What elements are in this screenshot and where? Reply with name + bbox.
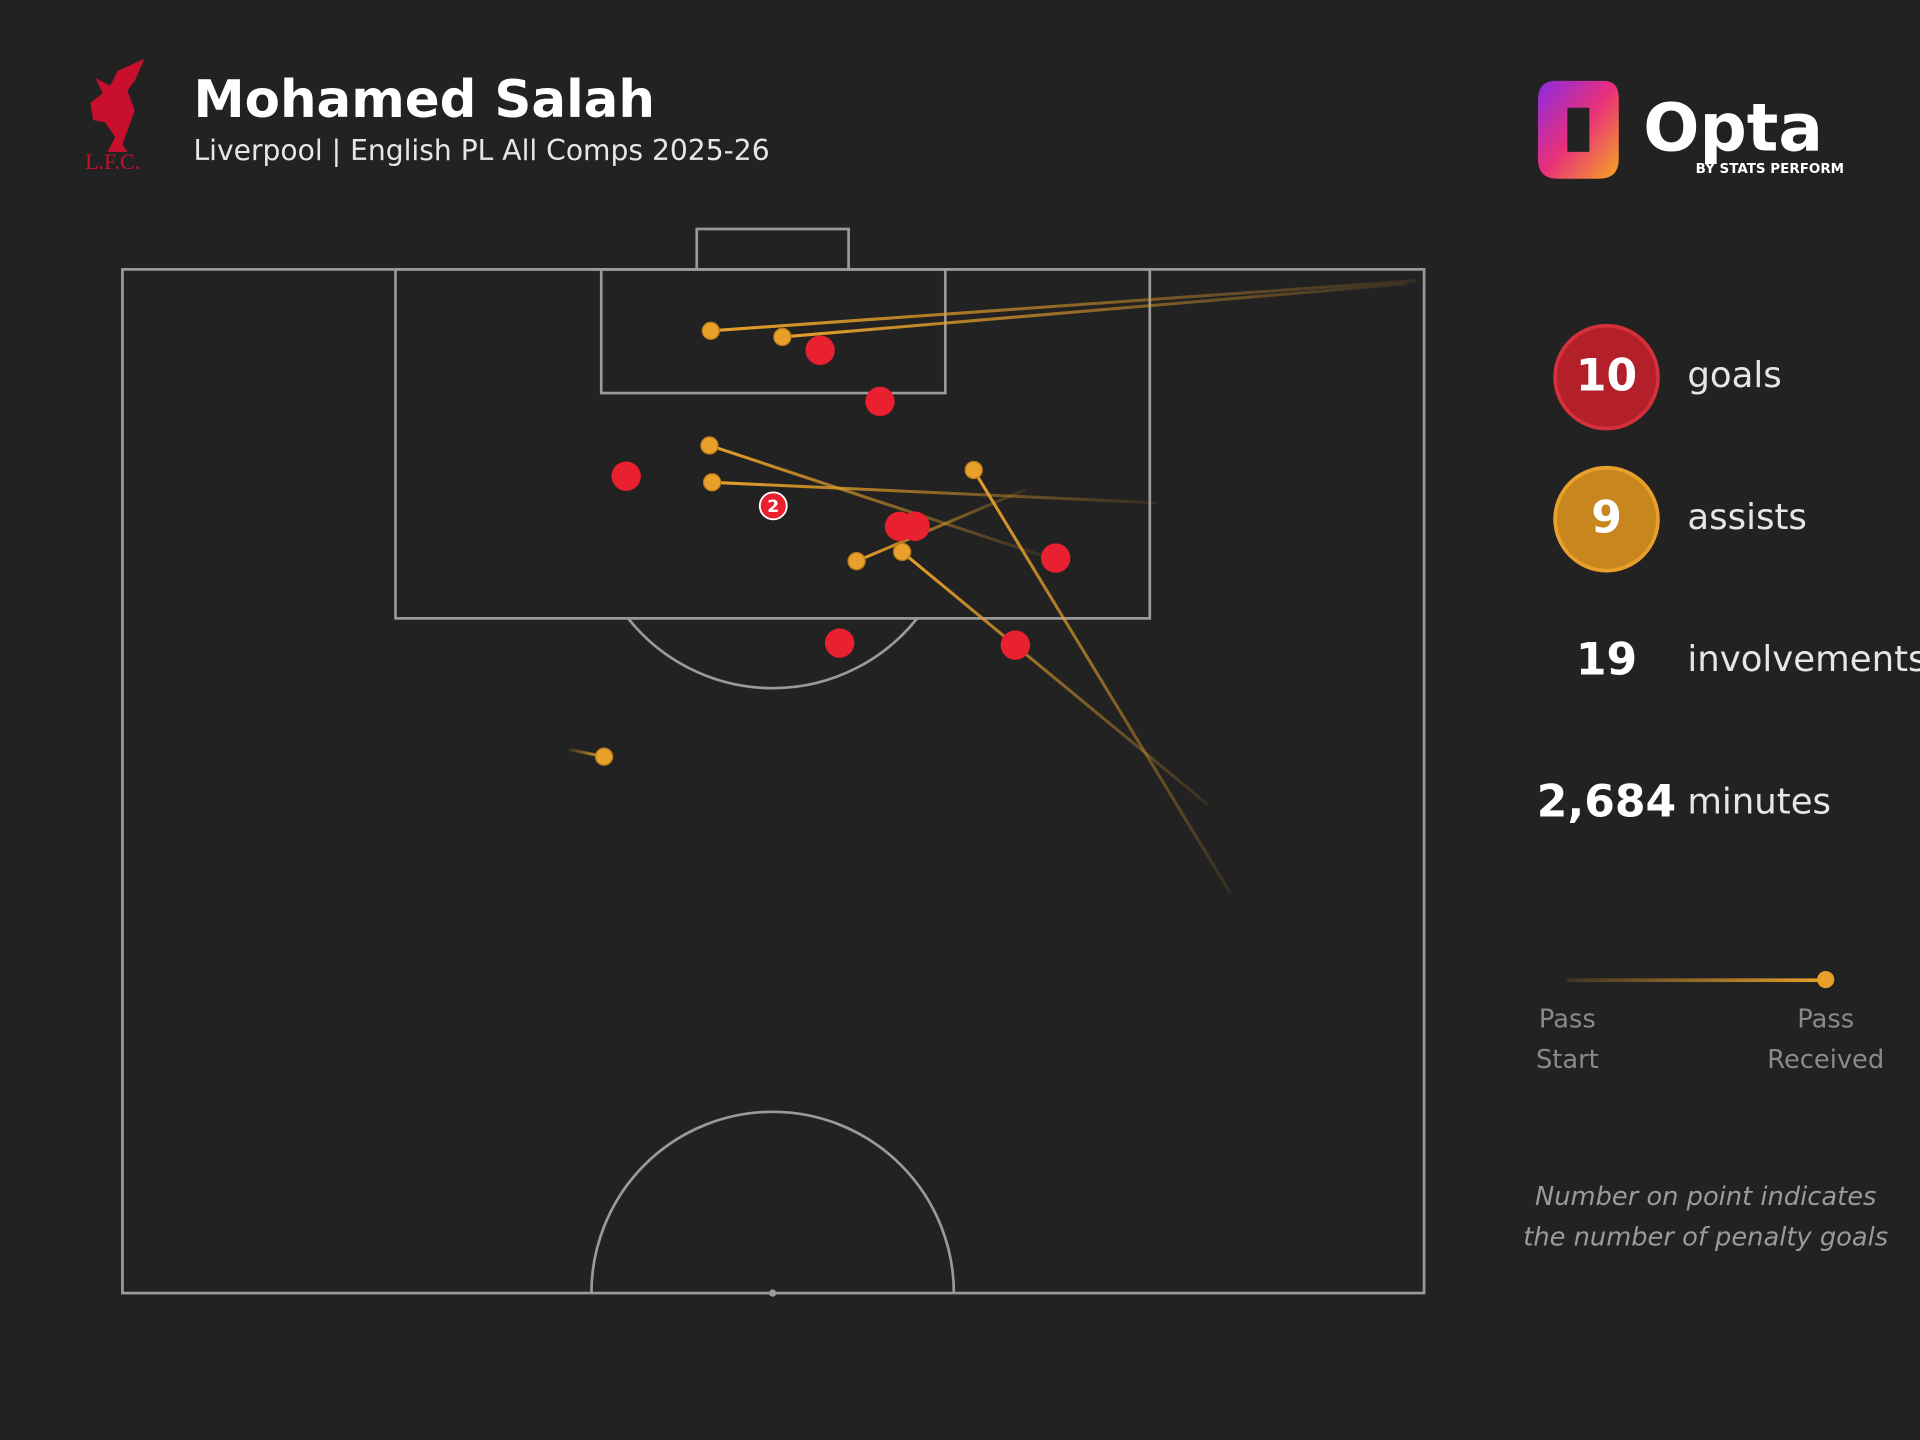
pass-received	[594, 747, 614, 766]
assist-pass	[901, 550, 1209, 806]
goal	[611, 461, 641, 491]
assist-pass	[709, 444, 1048, 559]
brand-name: Opta	[1643, 89, 1823, 166]
stat-badge	[1553, 465, 1660, 573]
legend-dot	[1817, 971, 1835, 989]
assist-pass	[712, 480, 1157, 505]
note: Number on point indicates	[1535, 1182, 1876, 1212]
legend-label: Pass	[1797, 1005, 1854, 1035]
stat-value: 2,684	[1537, 776, 1676, 827]
stat-label: involvements	[1687, 639, 1920, 680]
goal	[1000, 630, 1031, 660]
goal	[865, 386, 895, 417]
stat-value: 9	[1591, 492, 1622, 543]
stat-value: 10	[1576, 350, 1637, 401]
stat-label: assists	[1687, 497, 1807, 538]
pass-received	[700, 436, 719, 455]
goal	[758, 491, 788, 521]
stat-badge	[1553, 323, 1660, 431]
club-crest	[90, 58, 145, 152]
pass-received	[892, 542, 912, 562]
pass-received	[702, 473, 722, 492]
goal	[824, 628, 855, 658]
assist-pass	[972, 469, 1232, 894]
legend-label: Pass	[1539, 1005, 1596, 1035]
subtitle: Liverpool | English PL All Comps 2025-26	[193, 134, 769, 167]
goal	[900, 511, 930, 542]
title: Mohamed Salah	[193, 70, 655, 130]
goal	[805, 335, 835, 365]
assist-pass	[710, 279, 1417, 333]
club-name: L.F.C.	[85, 149, 140, 174]
pitch	[121, 227, 1426, 1297]
legend-line	[1567, 978, 1826, 983]
stat-label: goals	[1687, 355, 1781, 396]
note: the number of penalty goals	[1523, 1222, 1888, 1252]
stat-label: minutes	[1687, 781, 1831, 822]
legend-label: Received	[1767, 1045, 1884, 1075]
assist-pass	[855, 488, 1027, 563]
pass-received	[847, 551, 866, 571]
brand-logo	[1537, 80, 1619, 179]
stat-value: 19	[1576, 634, 1637, 685]
pass-received	[701, 321, 720, 340]
legend-label: Start	[1536, 1045, 1599, 1075]
brand-tagline: BY STATS PERFORM	[1696, 162, 1844, 177]
pass-received	[773, 327, 792, 347]
assist-pass	[782, 282, 1408, 339]
pass-received	[964, 460, 983, 480]
penalty-count: 2	[767, 497, 779, 517]
goal	[1041, 543, 1071, 573]
